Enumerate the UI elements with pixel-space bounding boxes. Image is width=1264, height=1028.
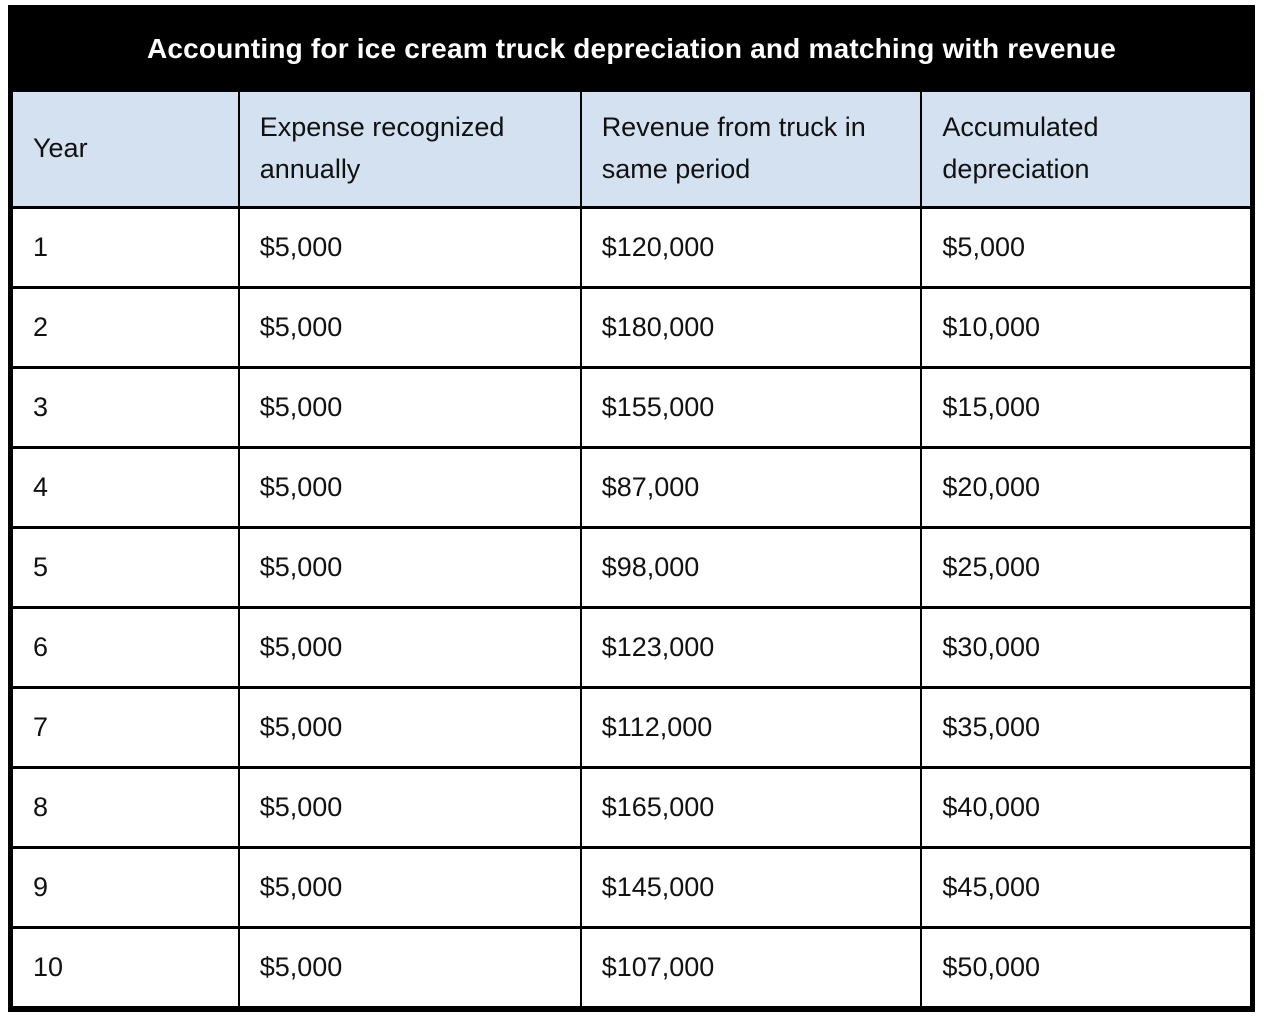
column-header: Revenue from truck in same period [579,89,923,209]
table-cell: $5,000 [237,766,582,849]
table-cell: $5,000 [237,366,582,449]
table-cell: $120,000 [579,206,923,289]
table-cell: $35,000 [920,686,1252,769]
table-row: 9 $5,000 $145,000 $45,000 [11,846,1252,929]
table-cell: $107,000 [579,926,923,1009]
table-cell: $5,000 [237,686,582,769]
table-row: 5 $5,000 $98,000 $25,000 [11,526,1252,609]
column-header: Expense recognized annually [237,89,582,209]
column-header: Year [11,89,240,209]
table-cell: $5,000 [237,206,582,289]
table-cell: $30,000 [920,606,1252,689]
table-cell: $5,000 [237,846,582,929]
table-cell: $15,000 [920,366,1252,449]
table-cell: $155,000 [579,366,923,449]
table-row: 7 $5,000 $112,000 $35,000 [11,686,1252,769]
depreciation-table-container: Accounting for ice cream truck depreciat… [8,5,1255,1012]
header-row: Year Expense recognized annually Revenue f… [11,89,1252,209]
table-cell: $123,000 [579,606,923,689]
column-header: Accumulated depreciation [920,89,1252,209]
table-cell: $145,000 [579,846,923,929]
table-row: 8 $5,000 $165,000 $40,000 [11,766,1252,849]
table-cell: $98,000 [579,526,923,609]
table-cell: $87,000 [579,446,923,529]
table-cell: 1 [11,206,240,289]
table-row: 2 $5,000 $180,000 $10,000 [11,286,1252,369]
table-cell: $25,000 [920,526,1252,609]
table-row: 1 $5,000 $120,000 $5,000 [11,206,1252,289]
table-body: 1 $5,000 $120,000 $5,000 2 $5,000 $180,000 $10,… [11,206,1252,1009]
depreciation-table: Year Expense recognized annually Revenue f… [11,89,1252,1009]
table-title: Accounting for ice cream truck depreciat… [11,8,1252,89]
table-row: 6 $5,000 $123,000 $30,000 [11,606,1252,689]
table-cell: 3 [11,366,240,449]
table-cell: $10,000 [920,286,1252,369]
table-cell: $45,000 [920,846,1252,929]
table-cell: $5,000 [237,606,582,689]
table-cell: $50,000 [920,926,1252,1009]
table-cell: $5,000 [237,526,582,609]
table-cell: $20,000 [920,446,1252,529]
table-row: 4 $5,000 $87,000 $20,000 [11,446,1252,529]
table-cell: $5,000 [920,206,1252,289]
table-cell: 2 [11,286,240,369]
table-cell: $180,000 [579,286,923,369]
table-cell: 5 [11,526,240,609]
table-cell: 7 [11,686,240,769]
table-cell: $40,000 [920,766,1252,849]
table-cell: 9 [11,846,240,929]
table-row: 10 $5,000 $107,000 $50,000 [11,926,1252,1009]
table-cell: 8 [11,766,240,849]
table-cell: $5,000 [237,286,582,369]
table-row: 3 $5,000 $155,000 $15,000 [11,366,1252,449]
table-cell: $5,000 [237,926,582,1009]
table-cell: 10 [11,926,240,1009]
table-cell: $165,000 [579,766,923,849]
table-cell: 6 [11,606,240,689]
table-cell: $5,000 [237,446,582,529]
table-cell: $112,000 [579,686,923,769]
table-cell: 4 [11,446,240,529]
table-header: Year Expense recognized annually Revenue f… [11,89,1252,209]
